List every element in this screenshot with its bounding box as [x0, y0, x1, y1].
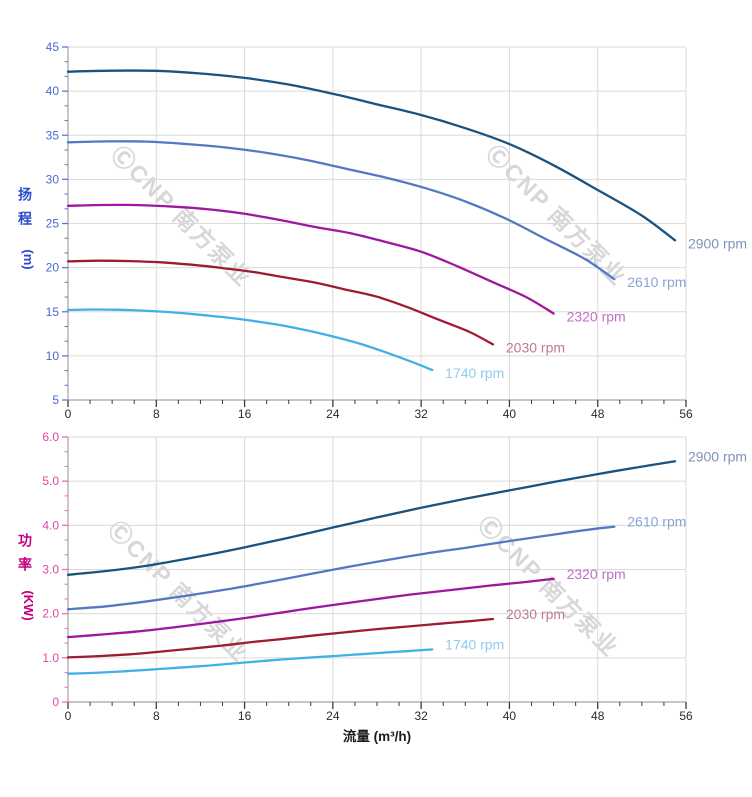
- y-tick-label: 5: [52, 393, 59, 407]
- x-tick-label: 32: [414, 709, 428, 723]
- x-tick-label: 8: [153, 709, 160, 723]
- curve-label-2900-rpm: 2900 rpm: [688, 448, 747, 464]
- y-tick-label: 40: [46, 84, 60, 98]
- y-axis-unit: (KW): [21, 590, 36, 620]
- y-tick-label: 15: [46, 305, 60, 319]
- curve-label-2030-rpm: 2030 rpm: [506, 606, 565, 622]
- y-tick-label: 25: [46, 217, 60, 231]
- y-tick-label: 30: [46, 172, 60, 186]
- curve-label-1740-rpm: 1740 rpm: [445, 636, 504, 652]
- x-tick-label: 56: [679, 709, 693, 723]
- curve-2030-rpm: [66, 259, 495, 346]
- y-tick-label: 5.0: [42, 474, 59, 488]
- curve-label-2900-rpm: 2900 rpm: [688, 235, 747, 251]
- x-tick-label: 48: [591, 709, 605, 723]
- curve-2030-rpm: [66, 617, 495, 659]
- x-tick-label: 40: [503, 407, 517, 421]
- y-tick-label: 4.0: [42, 518, 59, 532]
- y-tick-label: 0: [52, 695, 59, 709]
- y-tick-label: 1.0: [42, 651, 59, 665]
- curve-label-2610-rpm: 2610 rpm: [627, 274, 686, 290]
- y-tick-label: 2.0: [42, 607, 59, 621]
- y-tick-label: 20: [46, 261, 60, 275]
- curve-label-2610-rpm: 2610 rpm: [627, 514, 686, 530]
- x-tick-label: 8: [153, 407, 160, 421]
- y-axis-title: 扬: [18, 187, 32, 203]
- curve-label-1740-rpm: 1740 rpm: [445, 365, 504, 381]
- y-axis-title: 率: [18, 557, 32, 573]
- y-axis-title: 功: [18, 533, 32, 549]
- chart-head-vs-flow: 0 8 16 24 32 40 48 56 45 40 35 30 25 20 15 10 5 2900 rpm 2…: [18, 40, 747, 421]
- y-tick-label: 3.0: [42, 563, 59, 577]
- y-axis-title: 程: [18, 211, 32, 227]
- curve-label-2320-rpm: 2320 rpm: [567, 566, 626, 582]
- x-tick-label: 24: [326, 407, 340, 421]
- x-tick-label: 32: [414, 407, 428, 421]
- x-tick-label: 56: [679, 407, 693, 421]
- curve-1740-rpm: [66, 308, 434, 372]
- x-tick-label: 40: [503, 709, 517, 723]
- chart-power-vs-flow: 0 8 16 24 32 40 48 56 6.0 5.0 4.0 3.0 2.0 1.0 0 2900 rp…: [18, 430, 747, 744]
- x-tick-label: 24: [326, 709, 340, 723]
- x-tick-label: 0: [65, 709, 72, 723]
- y-tick-label: 10: [46, 349, 60, 363]
- y-tick-label: 35: [46, 128, 60, 142]
- x-axis-title: 流量 (m³/h): [343, 728, 411, 744]
- curve-2320-rpm: [66, 577, 555, 639]
- curve-label-2030-rpm: 2030 rpm: [506, 339, 565, 355]
- curve-2900-rpm: [66, 460, 677, 576]
- x-tick-label: 0: [65, 407, 72, 421]
- y-axis-unit: (m): [21, 249, 36, 269]
- curve-2610-rpm: [66, 525, 616, 611]
- curve-2610-rpm: [66, 140, 616, 281]
- x-tick-label: 16: [238, 407, 252, 421]
- x-tick-label: 48: [591, 407, 605, 421]
- curve-2320-rpm: [66, 203, 555, 315]
- curve-1740-rpm: [66, 648, 434, 675]
- curve-label-2320-rpm: 2320 rpm: [567, 309, 626, 325]
- curve-2900-rpm: [66, 69, 677, 242]
- y-tick-label: 6.0: [42, 430, 59, 444]
- x-tick-label: 16: [238, 709, 252, 723]
- y-tick-label: 45: [46, 40, 60, 54]
